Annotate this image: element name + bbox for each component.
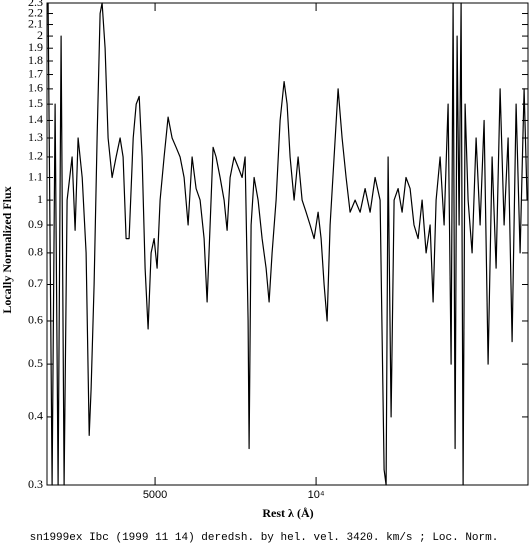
y-tick-label: 0.3 (28, 477, 43, 491)
y-tick-label: 1.7 (28, 66, 43, 80)
y-axis-label: Locally Normalized Flux (0, 186, 14, 313)
chart-title: sn1999ex Ibc (1999 11 14) deredsh. by he… (30, 532, 499, 544)
x-tick-label: 10⁴ (308, 489, 325, 501)
y-tick-label: 0.5 (28, 356, 43, 370)
y-tick-label: 1.4 (28, 112, 43, 126)
y-tick-label: 2.1 (28, 16, 43, 30)
y-tick-label: 2 (37, 28, 43, 42)
y-tick-label: 0.9 (28, 217, 43, 231)
y-tick-label: 2.3 (28, 0, 43, 9)
x-tick-label: 5000 (143, 489, 167, 501)
plot-frame (46, 2, 529, 486)
y-tick-label: 0.8 (28, 245, 43, 259)
spectrum-line (47, 2, 528, 486)
y-tick-label: 1.1 (28, 169, 43, 183)
y-tick-label: 0.4 (28, 409, 43, 423)
y-tick-label: 1.5 (28, 96, 43, 110)
y-tick-label: 1.8 (28, 53, 43, 67)
y-tick-label: 1.9 (28, 40, 43, 54)
y-tick-label: 0.7 (28, 276, 43, 290)
y-tick-label: 1.6 (28, 81, 43, 95)
y-tick-label: 2.2 (28, 5, 43, 19)
y-tick-label: 0.6 (28, 313, 43, 327)
y-tick-label: 1.2 (28, 149, 43, 163)
y-tick-label: 1.3 (28, 130, 43, 144)
y-tick-label: 1 (37, 192, 43, 206)
x-axis-label: Rest λ (Å) (262, 506, 313, 520)
